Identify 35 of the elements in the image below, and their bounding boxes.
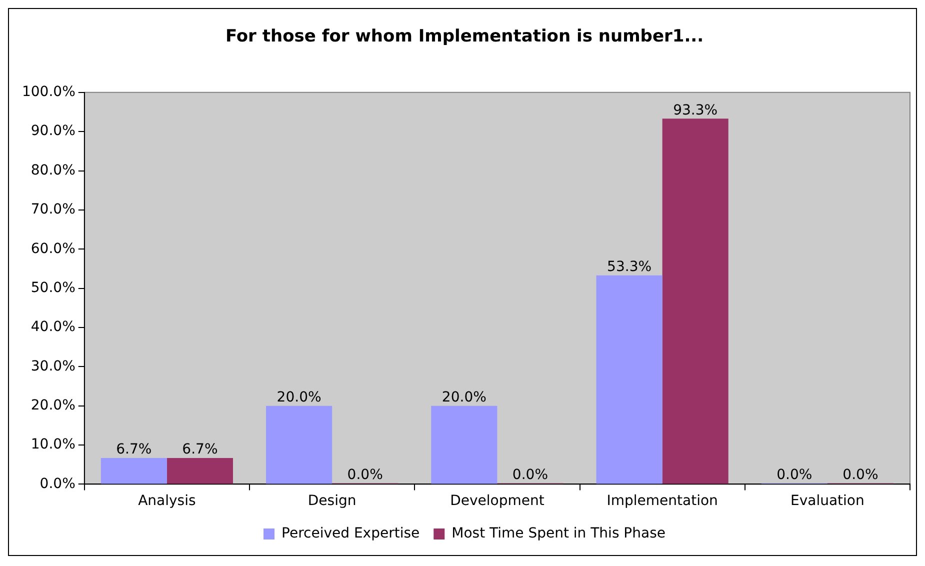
bar: [596, 275, 662, 484]
legend-label: Perceived Expertise: [282, 526, 420, 542]
y-tick-label: 0.0%: [40, 476, 76, 492]
y-tick-label: 60.0%: [30, 240, 76, 257]
y-tick-label: 20.0%: [30, 397, 76, 414]
legend-label: Most Time Spent in This Phase: [452, 526, 666, 542]
y-tick-label: 50.0%: [30, 280, 76, 296]
y-tick-label: 100.0%: [22, 84, 76, 100]
x-tick-label: Implementation: [606, 493, 718, 510]
data-label: 53.3%: [607, 259, 652, 276]
bar: [166, 458, 233, 484]
chart-title: For those for whom Implementation is number1...: [225, 26, 704, 47]
bar: [100, 458, 167, 484]
bar: [431, 406, 498, 484]
x-tick-label: Development: [450, 493, 545, 510]
data-label: 20.0%: [276, 389, 322, 406]
data-label: 20.0%: [442, 389, 486, 406]
y-tick-label: 80.0%: [30, 162, 76, 178]
data-label: 0.0%: [842, 466, 878, 483]
x-tick-label: Design: [308, 493, 356, 510]
bar: [662, 118, 728, 484]
x-tick-label: Evaluation: [790, 493, 864, 510]
data-label: 6.7%: [116, 442, 152, 458]
data-label: 0.0%: [512, 466, 548, 483]
y-tick-label: 70.0%: [30, 202, 76, 218]
y-tick-label: 90.0%: [30, 123, 76, 140]
data-label: 6.7%: [182, 442, 218, 458]
data-label: 0.0%: [347, 466, 383, 483]
y-tick-label: 10.0%: [30, 436, 76, 453]
y-tick-label: 30.0%: [30, 358, 76, 374]
data-label: 93.3%: [673, 102, 718, 118]
x-tick-label: Analysis: [138, 493, 196, 510]
y-tick-label: 40.0%: [30, 319, 76, 336]
bar: [266, 406, 332, 484]
data-label: 0.0%: [776, 466, 812, 483]
